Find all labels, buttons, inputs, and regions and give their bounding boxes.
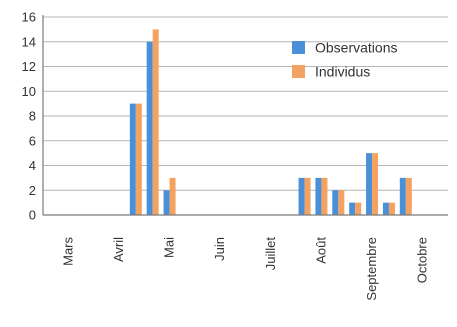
bar-observations-6 — [146, 41, 153, 215]
x-tick-label-octobre: Octobre — [415, 237, 430, 283]
legend-swatch-individus — [292, 65, 305, 78]
y-tick-label: 12 — [22, 59, 36, 74]
y-tick-label: 2 — [29, 183, 36, 198]
legend-label-individus: Individus — [315, 64, 370, 80]
x-tick-label-mai: Mai — [162, 237, 177, 258]
y-tick-label: 10 — [22, 84, 36, 99]
bar-observations-5 — [129, 103, 136, 215]
bar-individus-21 — [405, 177, 412, 215]
bar-individus-7 — [169, 177, 176, 215]
bar-individus-5 — [135, 103, 142, 215]
legend: Observations Individus — [292, 40, 397, 80]
bar-individus-18 — [355, 202, 362, 215]
bar-observations-20 — [382, 202, 389, 215]
bar-individus-15 — [304, 177, 311, 215]
x-tick-labels: Mars Avril Mai Juin Juillet Août Septembre Octo… — [60, 237, 429, 301]
y-tick-labels: 0 2 4 6 8 10 12 14 16 — [22, 10, 36, 223]
y-tick-label: 14 — [22, 34, 36, 49]
bar-observations-7 — [163, 190, 170, 215]
x-tick-label-avril: Avril — [111, 237, 126, 262]
bar-observations-17 — [332, 190, 339, 215]
x-tick-label-juin: Juin — [212, 237, 227, 261]
y-tick-label: 8 — [29, 109, 36, 124]
x-tick-label-septembre: Septembre — [364, 237, 379, 301]
bars — [129, 29, 412, 215]
bar-individus-20 — [388, 202, 395, 215]
bar-observations-18 — [349, 202, 356, 215]
legend-label-observations: Observations — [315, 40, 397, 56]
axes — [42, 15, 448, 216]
x-tick-label-mars: Mars — [60, 237, 75, 266]
x-tick-label-juillet: Juillet — [263, 237, 278, 271]
bar-individus-16 — [321, 177, 328, 215]
legend-swatch-observations — [292, 41, 305, 54]
bar-observations-15 — [298, 177, 305, 215]
x-tick-label-août: Août — [313, 237, 328, 264]
y-tick-label: 4 — [29, 158, 36, 173]
bar-individus-6 — [152, 29, 159, 215]
bar-individus-17 — [338, 190, 345, 215]
bar-observations-19 — [366, 153, 373, 215]
y-tick-label: 0 — [29, 208, 36, 223]
y-tick-label: 16 — [22, 10, 36, 25]
y-tick-label: 6 — [29, 133, 36, 148]
bar-observations-16 — [315, 177, 322, 215]
bar-observations-21 — [399, 177, 406, 215]
grid — [43, 16, 448, 191]
bar-individus-19 — [372, 153, 379, 215]
